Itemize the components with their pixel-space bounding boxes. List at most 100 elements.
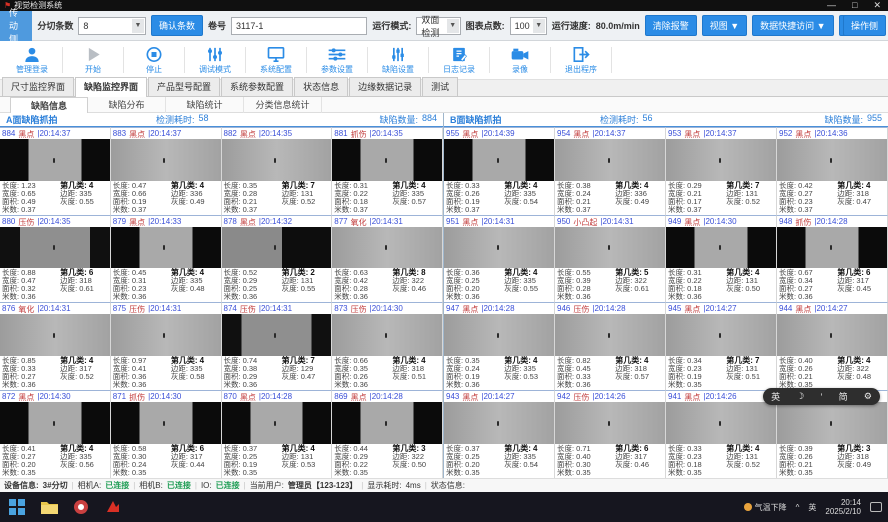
defect-cell-header: 944 黑点 |20:14:27	[777, 303, 887, 314]
system-config-button[interactable]: 系统配置	[246, 46, 306, 75]
defect-cell[interactable]: 884 黑点 |20:14:37 长度: 1.23 宽度: 0.65 面积: 0.49 米数…	[0, 127, 111, 215]
subtab-class-info-statistics[interactable]: 分类信息统计	[244, 96, 322, 113]
tab-status-info[interactable]: 状态信息	[294, 77, 349, 96]
defect-cell[interactable]: 876 氧化 |20:14:31 长度: 0.85 宽度: 0.33 面积: 0.27 米数…	[0, 302, 111, 391]
panel-b-header: B面缺陷抓拍 检测耗时: 56 缺陷数量: 955	[444, 113, 888, 127]
exit-icon	[573, 46, 590, 62]
slit-count-select[interactable]: 8 ▼	[78, 16, 146, 35]
defect-cell[interactable]: 882 黑点 |20:14:35 长度: 0.35 宽度: 0.28 面积: 0.21 米数…	[221, 127, 333, 215]
clear-alarm-button[interactable]: 清除报警	[644, 15, 697, 36]
defect-cell[interactable]: 874 压伤 |20:14:31 长度: 0.74 宽度: 0.38 面积: 0.29 米数…	[221, 302, 333, 391]
vision-app-icon[interactable]	[102, 496, 124, 518]
tab-defect-monitor[interactable]: 缺陷监控界面	[75, 77, 148, 97]
exit-program-button[interactable]: 退出程序	[551, 46, 611, 75]
defect-info: 长度: 0.35 宽度: 0.28 面积: 0.21 米数: 0.37 第几类: 7 边距: 131…	[222, 181, 332, 215]
confirm-count-button[interactable]: 确认条数	[151, 15, 204, 36]
defect-settings-button[interactable]: 缺陷设置	[368, 46, 428, 75]
defect-cell[interactable]: 954 黑点 |20:14:37 长度: 0.38 宽度: 0.24 面积: 0.21 米数…	[555, 127, 666, 215]
defect-cell[interactable]: 951 黑点 |20:14:31 长度: 0.36 宽度: 0.25 面积: 0.20 米数…	[444, 214, 555, 303]
subtab-defect-statistics[interactable]: 缺陷统计	[166, 96, 244, 113]
maximize-button[interactable]: □	[852, 0, 858, 10]
defect-cell[interactable]: 869 黑点 |20:14:28 长度: 0.44 宽度: 0.29 面积: 0.22 米数…	[332, 390, 443, 478]
defect-cell[interactable]: 952 黑点 |20:14:36 长度: 0.42 宽度: 0.27 面积: 0.23 米数…	[777, 127, 888, 215]
defect-field: 长度: 0.33	[668, 443, 702, 453]
close-button[interactable]: ✕	[873, 0, 881, 10]
defect-info-left: 长度: 0.33 宽度: 0.26 面积: 0.19 米数: 0.37	[446, 181, 504, 214]
operator-side-button[interactable]: 操作侧	[842, 15, 886, 36]
defect-cell[interactable]: 879 黑点 |20:14:33 长度: 0.45 宽度: 0.31 面积: 0.23 米数…	[110, 214, 222, 303]
slit-count-value: 8	[83, 20, 89, 31]
defect-cell[interactable]: 943 黑点 |20:14:27 长度: 0.37 宽度: 0.25 面积: 0.20 米数…	[444, 390, 555, 478]
quick-access-menu-button[interactable]: 数据快捷访问 ▼	[752, 15, 834, 36]
defect-cell[interactable]: 878 黑点 |20:14:32 长度: 0.52 宽度: 0.29 面积: 0.25 米数…	[221, 214, 333, 303]
defect-info: 长度: 0.71 宽度: 0.40 面积: 0.30 米数: 0.35 第几类: 6 边距: 317…	[555, 444, 665, 478]
defect-cell[interactable]: 870 黑点 |20:14:28 长度: 0.37 宽度: 0.25 面积: 0.19 米数…	[221, 390, 333, 478]
view-menu-button[interactable]: 视图 ▼	[701, 15, 748, 36]
ime-simplified-toggle[interactable]: 简	[838, 392, 848, 402]
defect-cell[interactable]: 945 黑点 |20:14:27 长度: 0.34 宽度: 0.23 面积: 0.19 米数…	[666, 302, 777, 391]
defect-cell[interactable]: 948 抓伤 |20:14:28 长度: 0.67 宽度: 0.34 面积: 0.27 米数…	[777, 214, 888, 303]
ime-english-toggle[interactable]: 英	[771, 392, 781, 402]
weather-text: 气温下降	[754, 502, 787, 512]
minimize-button[interactable]: —	[827, 0, 837, 10]
defect-cell[interactable]: 881 抓伤 |20:14:35 长度: 0.31 宽度: 0.22 面积: 0.18 米数…	[332, 127, 443, 215]
admin-login-button[interactable]: 管理登录	[2, 46, 62, 75]
defect-cell[interactable]: 949 黑点 |20:14:30 长度: 0.31 宽度: 0.22 面积: 0.18 米数…	[666, 214, 777, 303]
defect-cell[interactable]: 875 压伤 |20:14:31 长度: 0.97 宽度: 0.41 面积: 0.36 米数…	[110, 302, 222, 391]
gear-icon[interactable]: ⚙	[863, 391, 872, 401]
defect-cell[interactable]: 947 黑点 |20:14:28 长度: 0.35 宽度: 0.24 面积: 0.19 米数…	[444, 302, 555, 391]
debug-mode-button[interactable]: 调试模式	[185, 46, 245, 75]
defect-cell[interactable]: 877 氧化 |20:14:31 长度: 0.63 宽度: 0.42 面积: 0.28 米数…	[332, 214, 443, 303]
defect-id: 872	[2, 392, 16, 402]
moon-icon[interactable]: ☽	[796, 391, 805, 401]
defect-field: 灰度: 0.51	[392, 372, 427, 382]
defect-cell[interactable]: 953 黑点 |20:14:37 长度: 0.29 宽度: 0.21 面积: 0.17 米数…	[666, 127, 777, 215]
start-button[interactable]: 开始	[63, 46, 123, 75]
defect-cell[interactable]: 883 黑点 |20:14:37 长度: 0.47 宽度: 0.66 面积: 0.19 米数…	[110, 127, 222, 215]
drive-side-button[interactable]: 传动侧	[0, 8, 33, 44]
defect-time: |20:14:31	[369, 216, 403, 226]
stop-button[interactable]: 停止	[124, 46, 184, 75]
run-mode-select[interactable]: 双面检测 ▼	[416, 15, 461, 38]
defect-cell[interactable]: 950 小凸起 |20:14:31 长度: 0.55 宽度: 0.39 面积: 0.28 米…	[555, 214, 666, 303]
tab-size-monitor[interactable]: 尺寸监控界面	[2, 77, 75, 96]
log-record-button[interactable]: 日志记录	[429, 46, 489, 75]
start-icon[interactable]	[6, 496, 28, 518]
chart-points-select[interactable]: 100 ▼	[509, 16, 547, 35]
defect-cell[interactable]: 942 压伤 |20:14:26 长度: 0.71 宽度: 0.40 面积: 0.30 米数…	[555, 390, 666, 478]
defect-info: 长度: 0.97 宽度: 0.41 面积: 0.36 米数: 0.36 第几类: 4 边距: 335…	[111, 356, 221, 390]
subtab-defect-distribution[interactable]: 缺陷分布	[88, 96, 166, 113]
tab-test[interactable]: 测试	[422, 77, 459, 96]
tab-product-model-config[interactable]: 产品型号配置	[148, 77, 221, 96]
defect-type: 黑点	[573, 130, 590, 139]
defect-cell[interactable]: 955 黑点 |20:14:39 长度: 0.33 宽度: 0.26 面积: 0.19 米数…	[444, 127, 555, 215]
record-video-button[interactable]: 录像	[490, 46, 550, 75]
defect-cell[interactable]: 880 压伤 |20:14:35 长度: 0.88 宽度: 0.47 面积: 0.32 米数…	[0, 214, 111, 303]
tab-system-param-config[interactable]: 系统参数配置	[221, 77, 294, 96]
notification-icon[interactable]	[870, 502, 882, 512]
defect-cell[interactable]: 946 压伤 |20:14:28 长度: 0.82 宽度: 0.45 面积: 0.33 米数…	[555, 302, 666, 391]
parameter-settings-button[interactable]: 参数设置	[307, 46, 367, 75]
defect-cell[interactable]: 871 抓伤 |20:14:30 长度: 0.58 宽度: 0.30 面积: 0.24 米数…	[110, 390, 222, 478]
roll-number-input[interactable]: 3117-1	[231, 16, 368, 35]
defect-cell[interactable]: 872 黑点 |20:14:30 长度: 0.41 宽度: 0.27 面积: 0.20 米数…	[0, 390, 111, 478]
tab-edge-data-record[interactable]: 边缘数据记录	[349, 77, 422, 96]
tray-language-indicator[interactable]: 英	[808, 502, 817, 512]
chevron-down-icon: ▼	[132, 18, 144, 33]
defect-image	[777, 226, 887, 269]
subtab-defect-info[interactable]: 缺陷信息	[10, 96, 88, 113]
defect-cell[interactable]: 941 黑点 |20:14:26 长度: 0.33 宽度: 0.23 面积: 0.18 米数…	[666, 390, 777, 478]
weather-widget[interactable]: 气温下降	[743, 502, 787, 513]
ime-language-bar[interactable]: 英 ☽ ’ 简 ⚙	[763, 388, 880, 405]
tray-expand-chevron[interactable]: ^	[795, 502, 800, 512]
folder-icon[interactable]	[38, 496, 60, 518]
defect-cell[interactable]: 873 压伤 |20:14:30 长度: 0.66 宽度: 0.35 面积: 0.26 米数…	[332, 302, 443, 391]
defect-field: 第几类: 4	[504, 356, 538, 366]
app-red-icon[interactable]	[70, 496, 92, 518]
defect-cell-header: 875 压伤 |20:14:31	[111, 303, 221, 314]
ime-punctuation-toggle[interactable]: ’	[820, 391, 823, 402]
defect-cell[interactable]: 944 黑点 |20:14:27 长度: 0.40 宽度: 0.26 面积: 0.21 米数…	[777, 302, 888, 391]
defect-info-right: 第几类: 7 边距: 131 灰度: 0.52	[282, 181, 330, 214]
defect-field: 灰度: 0.51	[726, 372, 760, 382]
tray-clock[interactable]: 20:14 2025/2/10	[825, 498, 861, 516]
